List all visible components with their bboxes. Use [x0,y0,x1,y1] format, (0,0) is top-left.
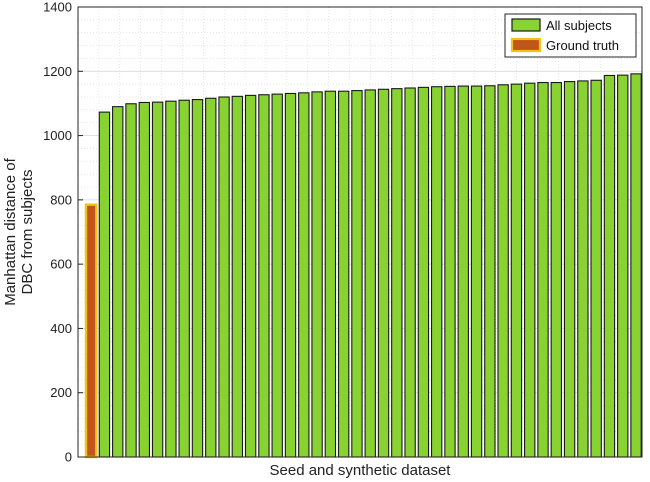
bar-ground-truth [84,203,98,459]
bar-all-subjects [457,85,469,458]
bar-all-subjects [244,94,257,458]
bar-all-subjects [377,88,390,458]
bar-all-subjects [165,100,177,458]
y-tick-label: 800 [50,192,72,207]
bar-all-subjects [510,83,523,458]
bar-all-subjects [563,81,576,458]
bar-all-subjects [470,85,483,458]
legend: All subjects Ground truth [504,13,637,58]
bar-all-subjects [577,80,589,458]
y-tick-label: 1200 [43,64,72,79]
bar-all-subjects [337,90,350,458]
legend-label-ground-truth: Ground truth [546,38,619,53]
bar-all-subjects [112,106,124,458]
bar-all-subjects [324,90,337,458]
bar-all-subjects [537,81,549,458]
bar-all-subjects [590,79,602,458]
bar-all-subjects [151,101,164,458]
legend-swatch-ground-truth [510,37,542,53]
bar-all-subjects [524,82,536,458]
bar-all-subjects [364,89,376,458]
bar-all-subjects [178,99,190,458]
bar-all-subjects [231,95,244,458]
bar-all-subjects [391,88,403,458]
bar-all-subjects [484,85,496,458]
bars [84,73,642,459]
y-tick-label: 1000 [43,128,72,143]
bar-all-subjects [603,74,616,458]
bar-all-subjects [258,94,270,458]
bar-all-subjects [630,73,642,458]
bar-all-subjects [351,90,363,458]
bar-all-subjects [417,86,430,458]
bar-all-subjects [218,96,230,458]
bar-all-subjects [311,91,323,458]
bar-all-subjects [430,86,443,458]
y-tick-label: 200 [50,385,72,400]
y-axis-title-line-1: Manhattan distance of [2,157,19,305]
bar-all-subjects [125,103,137,458]
y-axis-title-line-2: DBC from subjects [19,169,36,294]
y-tick-label: 600 [50,257,72,272]
legend-swatch-all-subjects [511,18,541,32]
y-axis-ticks: 0 200 400 600 800 1000 1200 1400 [43,0,83,465]
bar-all-subjects [497,84,509,458]
bar-all-subjects [271,93,283,458]
bar-all-subjects [284,92,297,458]
legend-label-all-subjects: All subjects [546,18,612,33]
y-tick-label: 0 [65,450,72,465]
bar-all-subjects [617,74,629,458]
y-tick-label: 400 [50,321,72,336]
bar-all-subjects [138,101,151,458]
bar-all-subjects [404,87,416,458]
bar-all-subjects [298,92,310,458]
bar-all-subjects [550,81,563,458]
bar-all-subjects [98,111,111,458]
bar-all-subjects [191,99,204,458]
bar-all-subjects [205,97,217,458]
x-axis-title: Seed and synthetic dataset [270,462,452,479]
y-tick-label: 1400 [43,0,72,15]
bar-all-subjects [444,85,456,458]
plot-frame [77,6,643,458]
